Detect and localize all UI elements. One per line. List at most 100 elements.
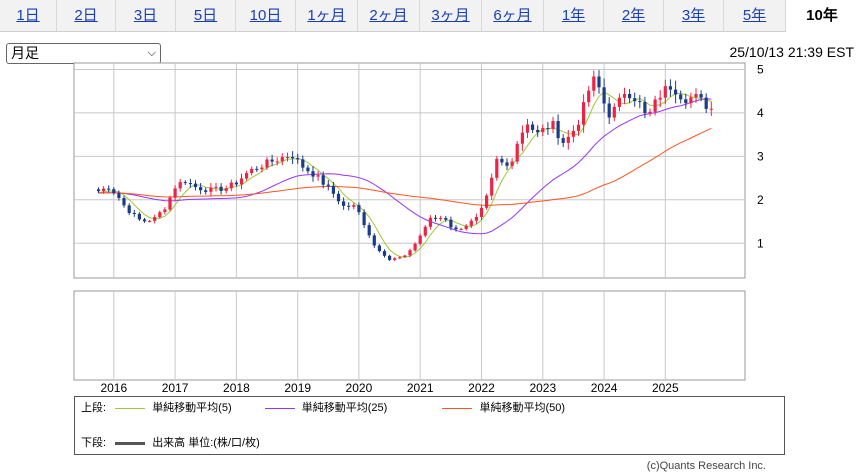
candle — [607, 97, 611, 124]
candle-body — [336, 193, 341, 202]
candle — [173, 185, 177, 201]
y-tick-label: 2 — [757, 193, 764, 207]
tab-12[interactable]: 5年 — [724, 0, 786, 31]
candle-body — [663, 86, 667, 98]
candle-body — [224, 188, 228, 191]
candle-body — [704, 97, 708, 109]
candle — [510, 158, 514, 170]
candle — [377, 244, 381, 253]
candle-body — [331, 185, 335, 194]
candle — [291, 151, 295, 164]
candle — [612, 103, 616, 122]
tab-7[interactable]: 3ヶ月 — [420, 0, 482, 31]
candle-body — [602, 87, 606, 104]
candle — [408, 248, 412, 258]
candle-body — [239, 178, 244, 185]
tab-11[interactable]: 3年 — [664, 0, 724, 31]
tab-2[interactable]: 3日 — [116, 0, 176, 31]
candle-body — [439, 218, 443, 219]
candle — [485, 193, 489, 210]
candle — [699, 90, 703, 102]
candle-body — [255, 168, 259, 170]
candle — [372, 233, 376, 248]
candle-body — [679, 94, 683, 100]
candle — [469, 218, 473, 228]
candle — [260, 164, 264, 173]
tab-6[interactable]: 2ヶ月 — [358, 0, 420, 31]
candle-body — [214, 186, 218, 188]
candle — [423, 225, 427, 238]
candle-body — [699, 94, 703, 98]
candle-body — [541, 128, 545, 133]
candle — [546, 122, 550, 135]
tab-10[interactable]: 2年 — [604, 0, 664, 31]
candle-body — [485, 195, 489, 208]
candle — [393, 257, 397, 262]
y-tick-label: 5 — [757, 63, 764, 77]
candle-body — [382, 251, 387, 256]
tab-3[interactable]: 5日 — [176, 0, 236, 31]
candle — [444, 215, 448, 222]
tab-4[interactable]: 10日 — [236, 0, 296, 31]
candle-body — [423, 226, 427, 236]
candle — [367, 222, 371, 238]
candle — [285, 152, 290, 162]
legend-sma25-swatch — [264, 407, 295, 409]
candle-body — [306, 167, 310, 172]
candle-body — [566, 136, 570, 143]
candle-body — [684, 99, 688, 104]
x-tick-label: 2019 — [284, 381, 311, 395]
candle — [531, 121, 535, 133]
candle — [633, 92, 637, 107]
candle — [582, 94, 586, 133]
candle-body — [546, 128, 550, 130]
candle — [245, 170, 249, 181]
candle-body — [270, 159, 274, 162]
chevron-down-icon: ⌵ — [147, 47, 156, 59]
candle — [459, 227, 463, 231]
candle — [148, 219, 152, 223]
x-tick-label: 2025 — [652, 381, 679, 395]
candle-body — [285, 157, 290, 158]
volume-panel — [73, 290, 746, 381]
candle-body — [551, 121, 555, 129]
tab-1[interactable]: 2日 — [57, 0, 116, 31]
candle — [679, 90, 683, 104]
candle-body — [597, 76, 601, 88]
candle — [117, 190, 121, 201]
x-tick-label: 2024 — [591, 381, 618, 395]
candle — [250, 166, 254, 176]
candle — [689, 92, 693, 108]
tab-8[interactable]: 6ヶ月 — [482, 0, 544, 31]
legend-sma50-label: 単純移動平均(50) — [479, 402, 566, 414]
candle — [316, 171, 320, 181]
timestamp: 25/10/13 21:39 EST — [729, 44, 854, 60]
candle — [587, 86, 591, 107]
candle — [342, 197, 346, 210]
candle — [648, 108, 652, 117]
candle-body — [142, 219, 147, 222]
candle-body — [658, 97, 662, 100]
candle — [102, 186, 106, 194]
candle-body — [398, 257, 402, 259]
legend-volume-swatch — [115, 441, 146, 445]
candle — [229, 179, 233, 192]
candle — [668, 79, 672, 97]
candle-body — [408, 250, 412, 256]
candle — [413, 242, 417, 252]
tab-5[interactable]: 1ヶ月 — [296, 0, 358, 31]
candle-body — [536, 129, 540, 133]
candle — [204, 187, 208, 195]
candle-body — [163, 209, 167, 213]
candle — [137, 212, 141, 221]
tab-9[interactable]: 1年 — [544, 0, 604, 31]
tab-13[interactable]: 10年 — [786, 0, 858, 32]
candle-body — [250, 168, 254, 173]
tab-0[interactable]: 1日 — [0, 0, 57, 31]
candle — [122, 195, 126, 208]
x-tick-label: 2017 — [162, 381, 189, 395]
candle-body — [199, 187, 203, 191]
candle-body — [495, 158, 499, 178]
candle — [224, 185, 228, 194]
candle-body — [137, 213, 141, 220]
